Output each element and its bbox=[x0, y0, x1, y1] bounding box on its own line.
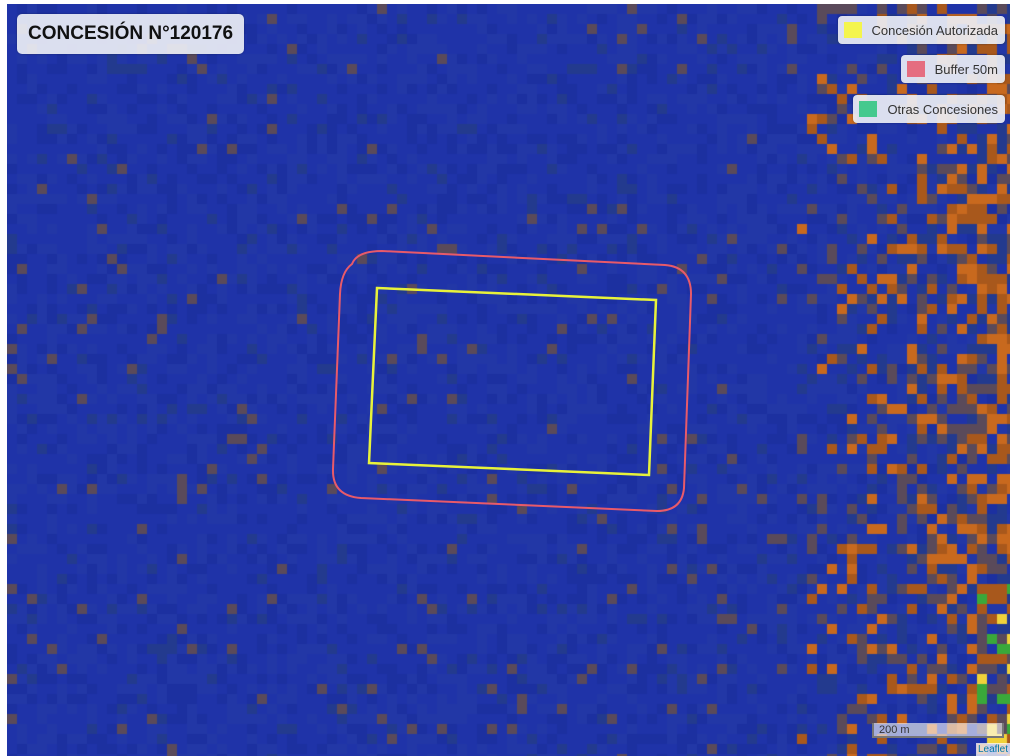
concession-polygon[interactable] bbox=[367, 286, 658, 477]
legend-buffer-50m[interactable]: Buffer 50m bbox=[900, 55, 1005, 83]
legend-concesion-autorizada[interactable]: Concesión Autorizada bbox=[837, 16, 1005, 44]
legend-label: Buffer 50m bbox=[934, 61, 998, 77]
leaflet-attribution-link[interactable]: Leaflet bbox=[975, 743, 1010, 756]
green-swatch-icon bbox=[859, 101, 878, 117]
red-swatch-icon bbox=[906, 61, 925, 77]
concession-title: CONCESIÓN N°120176 bbox=[17, 14, 245, 54]
map-view[interactable]: CONCESIÓN N°120176 Concesión Autorizada … bbox=[7, 4, 1010, 756]
buffer-50m-polygon[interactable] bbox=[331, 249, 693, 513]
legend-label: Concesión Autorizada bbox=[871, 22, 998, 38]
scale-bar: 200 m bbox=[872, 723, 1004, 738]
yellow-swatch-icon bbox=[843, 22, 862, 38]
concession-overlay bbox=[331, 249, 693, 513]
raster-base-layer bbox=[7, 4, 1010, 756]
legend-otras-concesiones[interactable]: Otras Concesiones bbox=[853, 95, 1005, 123]
legend-label: Otras Concesiones bbox=[887, 101, 998, 117]
